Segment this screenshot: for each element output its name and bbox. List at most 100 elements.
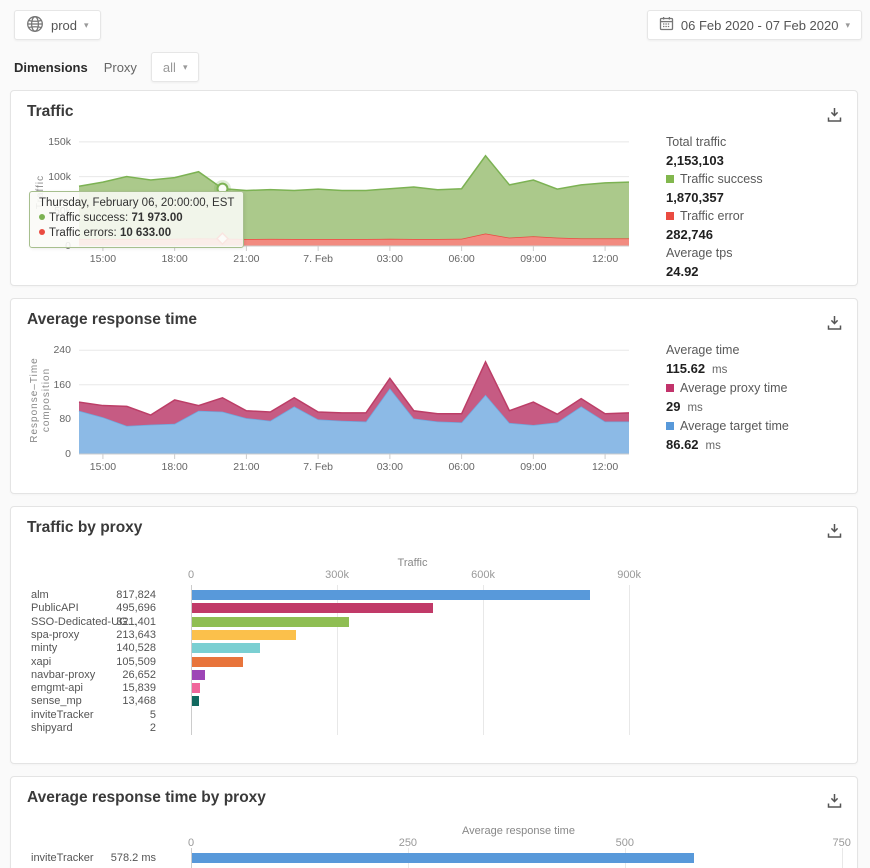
download-icon bbox=[830, 108, 838, 117]
series-dot bbox=[39, 214, 45, 220]
proxy-row: minty 140,528 bbox=[11, 642, 857, 655]
proxy-value: 140,528 bbox=[116, 642, 156, 655]
bar-track bbox=[192, 710, 635, 720]
bar[interactable] bbox=[192, 669, 205, 680]
x-tick-label: 7. Feb bbox=[303, 461, 334, 473]
bar[interactable] bbox=[192, 683, 200, 694]
proxy-filter-select[interactable]: all ▾ bbox=[150, 52, 200, 82]
proxy-row: inviteTracker 5 bbox=[11, 709, 857, 722]
tooltip-value: 10 633.00 bbox=[119, 227, 172, 239]
x-tick-label: 7. Feb bbox=[303, 253, 334, 265]
x-tick-label: 600k bbox=[471, 569, 496, 581]
proxy-value: 578.2 ms bbox=[110, 852, 156, 864]
proxy-value: 26,652 bbox=[122, 668, 156, 681]
bar-track bbox=[192, 723, 635, 733]
stat-label: Total traffic bbox=[666, 135, 727, 149]
environment-label: prod bbox=[51, 17, 78, 33]
proxy-row: spa-proxy 213,643 bbox=[11, 629, 857, 642]
tooltip-label: Traffic success: bbox=[49, 212, 129, 224]
tooltip-header: Thursday, February 06, 20:00:00, EST bbox=[39, 197, 235, 209]
x-tick-label: 12:00 bbox=[591, 253, 619, 265]
x-tick-label: 0 bbox=[187, 837, 195, 849]
download-icon bbox=[830, 524, 838, 533]
stat-label: Average proxy time bbox=[666, 379, 789, 398]
x-tick-label: 03:00 bbox=[376, 253, 403, 265]
y-axis-title: Response–Time composition bbox=[29, 356, 52, 443]
proxy-row: inviteTracker 578.2 ms bbox=[11, 852, 857, 868]
globe-icon bbox=[26, 15, 44, 36]
bar-track bbox=[192, 656, 635, 667]
proxy-row: emgmt-api 15,839 bbox=[11, 682, 857, 695]
bar-track bbox=[192, 603, 635, 614]
x-tick-label: 03:00 bbox=[376, 461, 403, 473]
stat-label: Average tps bbox=[666, 246, 733, 260]
tooltip-row: Traffic success: 71 973.00 bbox=[39, 211, 234, 226]
bar-track bbox=[192, 683, 635, 694]
chevron-down-icon: ▾ bbox=[845, 19, 850, 30]
gridline bbox=[841, 848, 843, 868]
environment-selector[interactable]: prod ▾ bbox=[14, 10, 101, 40]
proxy-filter-value: all bbox=[162, 59, 176, 75]
dimensions-label: Dimensions bbox=[14, 59, 88, 75]
gridline bbox=[191, 585, 192, 735]
legend-swatch bbox=[666, 175, 674, 184]
bar[interactable] bbox=[192, 853, 694, 863]
x-tick-label: 09:00 bbox=[520, 461, 547, 473]
bar[interactable] bbox=[192, 656, 244, 667]
legend-swatch bbox=[666, 384, 674, 393]
stat-value: 115.62 ms bbox=[666, 360, 728, 376]
y-tick-label: 0 bbox=[65, 448, 71, 460]
stat-label: Traffic success bbox=[666, 170, 763, 189]
proxy-value: 321,401 bbox=[116, 615, 156, 628]
tooltip-value: 71 973.00 bbox=[131, 212, 183, 224]
stat-value: 29 ms bbox=[666, 398, 703, 414]
proxy-value: 5 bbox=[149, 708, 156, 721]
x-tick-label: 06:00 bbox=[448, 253, 475, 265]
bar[interactable] bbox=[192, 643, 261, 654]
gridline bbox=[483, 585, 485, 735]
tooltip-label: Traffic errors: bbox=[49, 227, 117, 239]
dimension-proxy-label: Proxy bbox=[103, 59, 137, 75]
x-tick-label: 250 bbox=[398, 837, 418, 849]
stat-value: 86.62 ms bbox=[666, 436, 721, 452]
response-area-chart[interactable]: 0 80 160 240 15:00 18:00 21:00 7. Feb 03:00 06:00… bbox=[29, 344, 630, 473]
download-icon bbox=[830, 794, 838, 803]
response-by-proxy-card: Average response time by proxy Average r… bbox=[10, 776, 858, 868]
bar[interactable] bbox=[192, 629, 296, 640]
x-tick-label: 12:00 bbox=[591, 461, 619, 473]
response-time-card: Average response time 0 80 160 240 15:00 18:0… bbox=[10, 298, 858, 494]
tooltip-row: Traffic errors: 10 633.00 bbox=[39, 226, 234, 241]
x-axis-title: Traffic bbox=[397, 557, 428, 569]
series-dot bbox=[39, 229, 45, 235]
y-tick-label: 160 bbox=[53, 378, 71, 391]
stat-label: Average target time bbox=[666, 417, 789, 436]
bar[interactable] bbox=[192, 696, 199, 707]
bar[interactable] bbox=[192, 590, 591, 600]
download-button[interactable] bbox=[823, 313, 845, 335]
proxy-value: 105,509 bbox=[116, 655, 156, 668]
bar[interactable] bbox=[192, 616, 349, 627]
stat-value: 24.92 bbox=[666, 263, 699, 279]
chart-tooltip: Thursday, February 06, 20:00:00, EST Tra… bbox=[29, 191, 245, 248]
legend-swatch bbox=[666, 422, 674, 431]
download-button[interactable] bbox=[823, 105, 845, 127]
proxy-row: shipyard 2 bbox=[11, 722, 857, 735]
traffic-card-title: Traffic bbox=[27, 103, 74, 120]
proxy-value: 495,696 bbox=[116, 602, 156, 615]
bar[interactable] bbox=[192, 603, 434, 614]
chevron-down-icon: ▾ bbox=[84, 19, 89, 30]
x-tick-label: 500 bbox=[615, 837, 634, 849]
dimensions-bar: Dimensions Proxy all ▾ bbox=[14, 52, 200, 82]
gridline bbox=[191, 848, 192, 868]
y-tick-label: 240 bbox=[53, 344, 71, 357]
x-tick-label: 21:00 bbox=[233, 253, 260, 265]
date-range-label: 06 Feb 2020 - 07 Feb 2020 bbox=[680, 17, 839, 33]
download-button[interactable] bbox=[823, 791, 845, 813]
download-button[interactable] bbox=[823, 521, 845, 543]
proxy-row: alm 817,824 bbox=[11, 589, 857, 602]
response-by-proxy-title: Average response time by proxy bbox=[27, 789, 266, 806]
proxy-row: SSO-Dedicated-UG... 321,401 bbox=[11, 616, 857, 629]
response-chart-plot[interactable] bbox=[78, 345, 630, 460]
date-range-selector[interactable]: 06 Feb 2020 - 07 Feb 2020 ▾ bbox=[646, 10, 862, 40]
